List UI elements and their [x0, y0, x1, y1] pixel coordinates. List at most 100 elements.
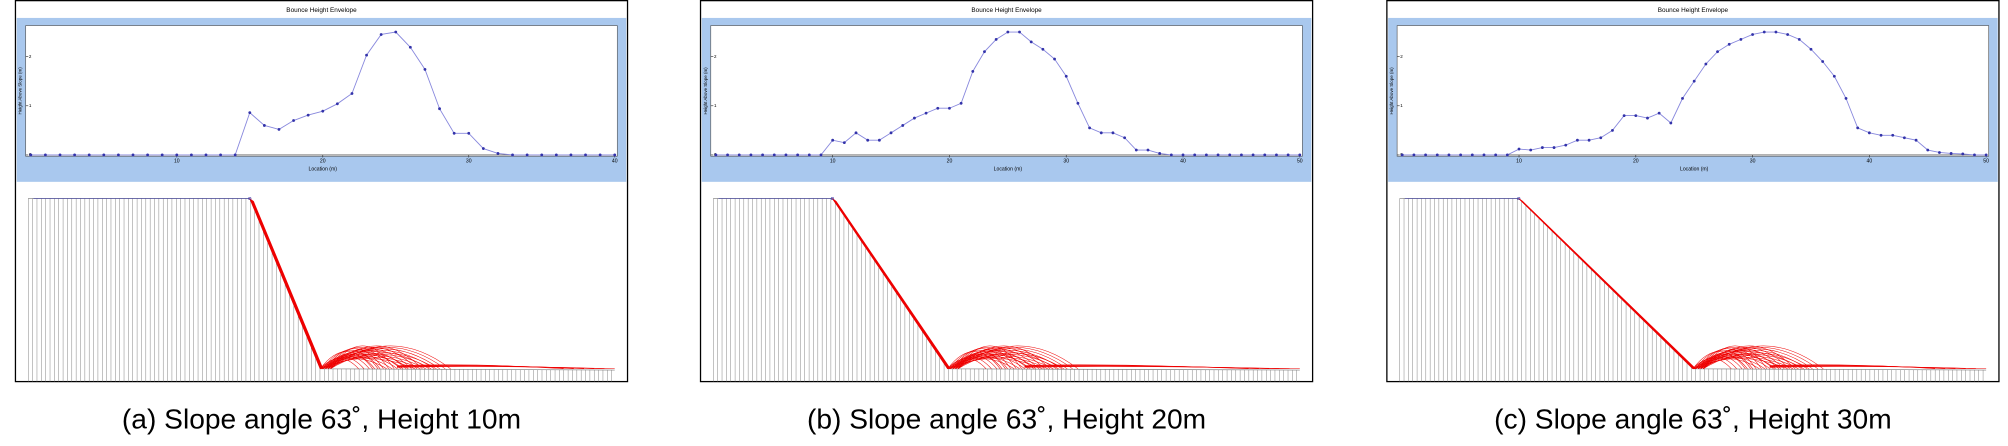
y-axis-label: Height Above Slope (m) [18, 67, 23, 115]
rockfall-path [1769, 364, 1935, 370]
data-point [335, 102, 339, 106]
data-point [1844, 96, 1848, 100]
data-point [1751, 33, 1754, 36]
data-point [983, 50, 986, 54]
rockfall-path [952, 348, 1068, 369]
data-point [58, 153, 62, 157]
x-tick-label: 40 [612, 159, 618, 165]
data-point [1088, 126, 1091, 130]
plot-area [25, 25, 618, 157]
data-point [1239, 153, 1243, 157]
data-point [394, 30, 398, 34]
x-axis-label: Location (m) [1680, 166, 1709, 172]
rockfall-path [253, 201, 324, 369]
data-point [1505, 153, 1509, 157]
x-tick-label: 50 [1297, 159, 1303, 165]
data-point [1599, 136, 1603, 140]
data-point [866, 138, 870, 142]
data-point [1669, 121, 1673, 125]
x-axis-label: Location (m) [994, 166, 1023, 172]
data-point [1692, 79, 1696, 83]
rockfall-path [322, 349, 435, 369]
x-tick-label: 30 [1750, 159, 1756, 165]
data-point [540, 153, 544, 157]
data-point [1646, 116, 1649, 120]
x-axis-label: Location (m) [309, 166, 338, 172]
data-point [1914, 138, 1918, 142]
data-point [1076, 101, 1080, 105]
data-point [1552, 146, 1556, 149]
data-point [1634, 114, 1638, 118]
caption: (b) Slope angle 63˚, Height 20m [807, 403, 1206, 435]
data-point [726, 153, 729, 157]
data-point [1424, 153, 1428, 157]
data-point [1856, 126, 1860, 130]
data-point [438, 107, 441, 111]
data-point [1576, 138, 1579, 142]
data-point [102, 153, 106, 157]
data-point [481, 147, 485, 150]
data-point [160, 153, 164, 157]
data-point [613, 153, 617, 157]
x-tick-label: 30 [466, 159, 472, 165]
data-point [1797, 37, 1801, 41]
caption: (c) Slope angle 63˚, Height 30m [1494, 403, 1892, 435]
data-point [350, 92, 354, 95]
data-point [1251, 153, 1255, 157]
data-point [1470, 153, 1474, 157]
rockfall-path [1692, 358, 1788, 370]
data-point [1762, 30, 1766, 34]
y-tick-label: 1 [1400, 103, 1403, 108]
data-point [1622, 114, 1626, 118]
data-point [262, 124, 266, 127]
data-point [467, 131, 471, 135]
data-point [1540, 146, 1544, 149]
data-point [277, 127, 281, 131]
data-point [842, 141, 846, 145]
data-point [772, 153, 776, 157]
data-point [959, 101, 963, 105]
data-point [306, 113, 310, 117]
data-point [936, 106, 940, 110]
y-tick-label: 2 [1400, 54, 1403, 59]
plot-area [1396, 25, 1990, 157]
data-point [29, 153, 33, 157]
data-point [1949, 152, 1953, 155]
data-point [1158, 152, 1162, 155]
data-point [408, 45, 412, 49]
data-point [496, 152, 500, 155]
data-point [1193, 153, 1197, 157]
data-point [248, 111, 252, 115]
data-point [901, 124, 905, 127]
x-tick-label: 20 [1633, 159, 1639, 165]
rockfall-path [955, 347, 1073, 369]
data-point [1529, 148, 1533, 152]
trajectory-diagram [713, 196, 1300, 382]
data-point [598, 153, 602, 157]
y-tick-label: 1 [29, 103, 32, 108]
data-point [877, 138, 881, 142]
data-point [1984, 153, 1988, 157]
rockfall-path [1024, 364, 1249, 370]
data-point [1727, 42, 1731, 46]
data-point [1099, 131, 1103, 135]
rockfall-path [1522, 200, 1696, 370]
data-point [994, 37, 998, 41]
plot-area [710, 25, 1303, 157]
rockfall-path [952, 348, 1012, 369]
data-point [1123, 136, 1127, 140]
data-point [749, 153, 753, 157]
data-point [1146, 148, 1150, 152]
x-tick-label: 10 [830, 159, 836, 165]
data-point [1447, 153, 1451, 157]
rockfall-path [330, 352, 437, 370]
rockfall-path [950, 349, 1063, 369]
data-point [1134, 148, 1138, 152]
x-tick-label: 40 [1867, 159, 1873, 165]
rockfall-path [320, 351, 430, 370]
rockfall-path [957, 345, 1079, 369]
data-point [1832, 74, 1836, 78]
data-point [1286, 153, 1290, 157]
